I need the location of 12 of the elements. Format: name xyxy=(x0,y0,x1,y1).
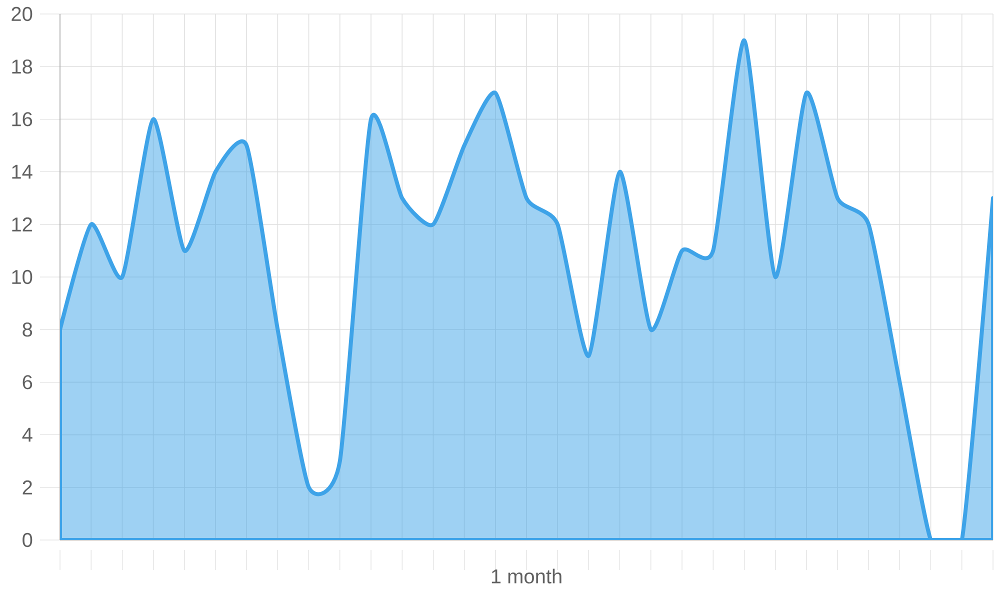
y-tick-label: 14 xyxy=(12,164,32,179)
y-tick-label: 0 xyxy=(22,532,32,548)
y-tick-label: 2 xyxy=(22,480,32,494)
y-tick-label: 6 xyxy=(22,375,32,390)
y-tick-label: 16 xyxy=(12,112,32,126)
y-tick-label: 20 xyxy=(12,6,32,22)
y-tick-label: 10 xyxy=(12,270,32,284)
y-tick-label: 12 xyxy=(12,217,32,232)
y-tick-label: 4 xyxy=(22,428,32,442)
x-axis-title: 1 month xyxy=(492,568,562,584)
y-tick-label: 18 xyxy=(12,60,32,74)
y-tick-label: 8 xyxy=(22,322,32,337)
